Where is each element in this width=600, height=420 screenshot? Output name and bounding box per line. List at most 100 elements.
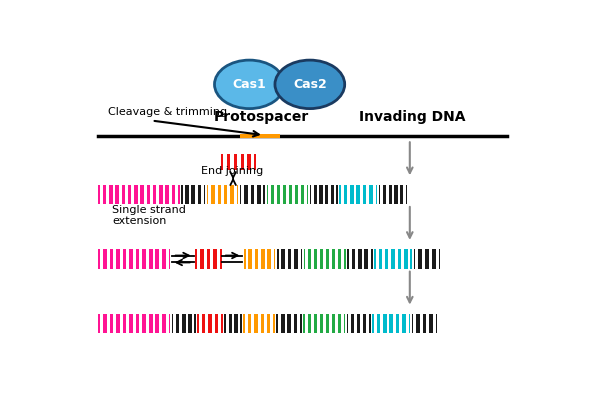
Bar (361, 314, 363, 333)
Bar (169, 185, 172, 204)
Bar (329, 249, 332, 269)
Bar (380, 185, 383, 204)
Bar (113, 249, 116, 269)
Bar (420, 314, 423, 333)
Bar (185, 314, 188, 333)
Bar (347, 185, 350, 204)
Bar (278, 314, 281, 333)
Bar (271, 249, 274, 269)
Bar (311, 314, 314, 333)
Bar (224, 314, 242, 333)
Bar (341, 249, 344, 269)
Bar (401, 249, 404, 269)
Bar (339, 185, 377, 204)
Bar (139, 314, 142, 333)
Bar (291, 314, 294, 333)
Bar (380, 314, 383, 333)
Bar (233, 185, 236, 204)
Bar (159, 249, 162, 269)
Text: Cas1: Cas1 (233, 78, 266, 91)
Bar (348, 314, 351, 333)
Bar (311, 249, 314, 269)
Bar (100, 249, 103, 269)
Bar (362, 249, 364, 269)
Bar (347, 314, 371, 333)
Bar (317, 185, 319, 204)
Bar (413, 314, 416, 333)
Bar (347, 249, 373, 269)
Bar (304, 185, 307, 204)
Bar (221, 185, 224, 204)
Bar (223, 154, 227, 170)
Bar (305, 314, 308, 333)
Bar (166, 314, 169, 333)
Bar (163, 185, 166, 204)
Bar (392, 185, 394, 204)
Bar (195, 185, 197, 204)
Bar (98, 185, 179, 204)
Bar (244, 314, 275, 333)
Bar (251, 314, 254, 333)
Bar (268, 185, 271, 204)
Bar (426, 314, 429, 333)
Bar (367, 185, 369, 204)
Bar (218, 314, 221, 333)
Bar (203, 249, 206, 269)
Bar (406, 314, 409, 333)
Bar (317, 314, 320, 333)
Bar (98, 249, 170, 269)
Bar (367, 314, 369, 333)
Bar (305, 249, 308, 269)
Bar (400, 314, 402, 333)
Bar (285, 249, 288, 269)
Bar (258, 249, 261, 269)
Bar (317, 249, 320, 269)
Bar (334, 185, 336, 204)
Bar (292, 249, 294, 269)
Bar (271, 314, 273, 333)
Bar (201, 185, 203, 204)
Bar (355, 249, 358, 269)
Bar (298, 249, 301, 269)
Bar (191, 314, 194, 333)
Ellipse shape (215, 60, 284, 109)
Bar (126, 314, 129, 333)
Bar (329, 314, 332, 333)
Bar (119, 185, 122, 204)
Bar (323, 314, 326, 333)
Bar (245, 249, 248, 269)
Bar (240, 134, 280, 138)
Bar (260, 185, 263, 204)
Bar (407, 249, 410, 269)
Bar (258, 314, 260, 333)
Bar (386, 314, 389, 333)
Bar (211, 249, 214, 269)
Bar (265, 249, 268, 269)
Bar (341, 185, 344, 204)
Bar (280, 185, 283, 204)
Bar (175, 185, 178, 204)
Bar (107, 249, 110, 269)
Text: End joining: End joining (200, 166, 263, 176)
Bar (197, 314, 223, 333)
Bar (221, 154, 256, 170)
Bar (239, 185, 265, 204)
Bar (415, 249, 418, 269)
Bar (436, 249, 439, 269)
Bar (251, 154, 254, 170)
Bar (335, 314, 338, 333)
Bar (208, 185, 211, 204)
Bar (241, 185, 244, 204)
Bar (100, 185, 103, 204)
Bar (150, 185, 153, 204)
Bar (403, 185, 406, 204)
Bar (252, 249, 255, 269)
Bar (133, 314, 136, 333)
Text: Cas2: Cas2 (293, 78, 326, 91)
Bar (304, 249, 346, 269)
Bar (232, 314, 235, 333)
Bar (120, 314, 122, 333)
Bar (152, 249, 155, 269)
Bar (139, 249, 142, 269)
Bar (146, 314, 149, 333)
